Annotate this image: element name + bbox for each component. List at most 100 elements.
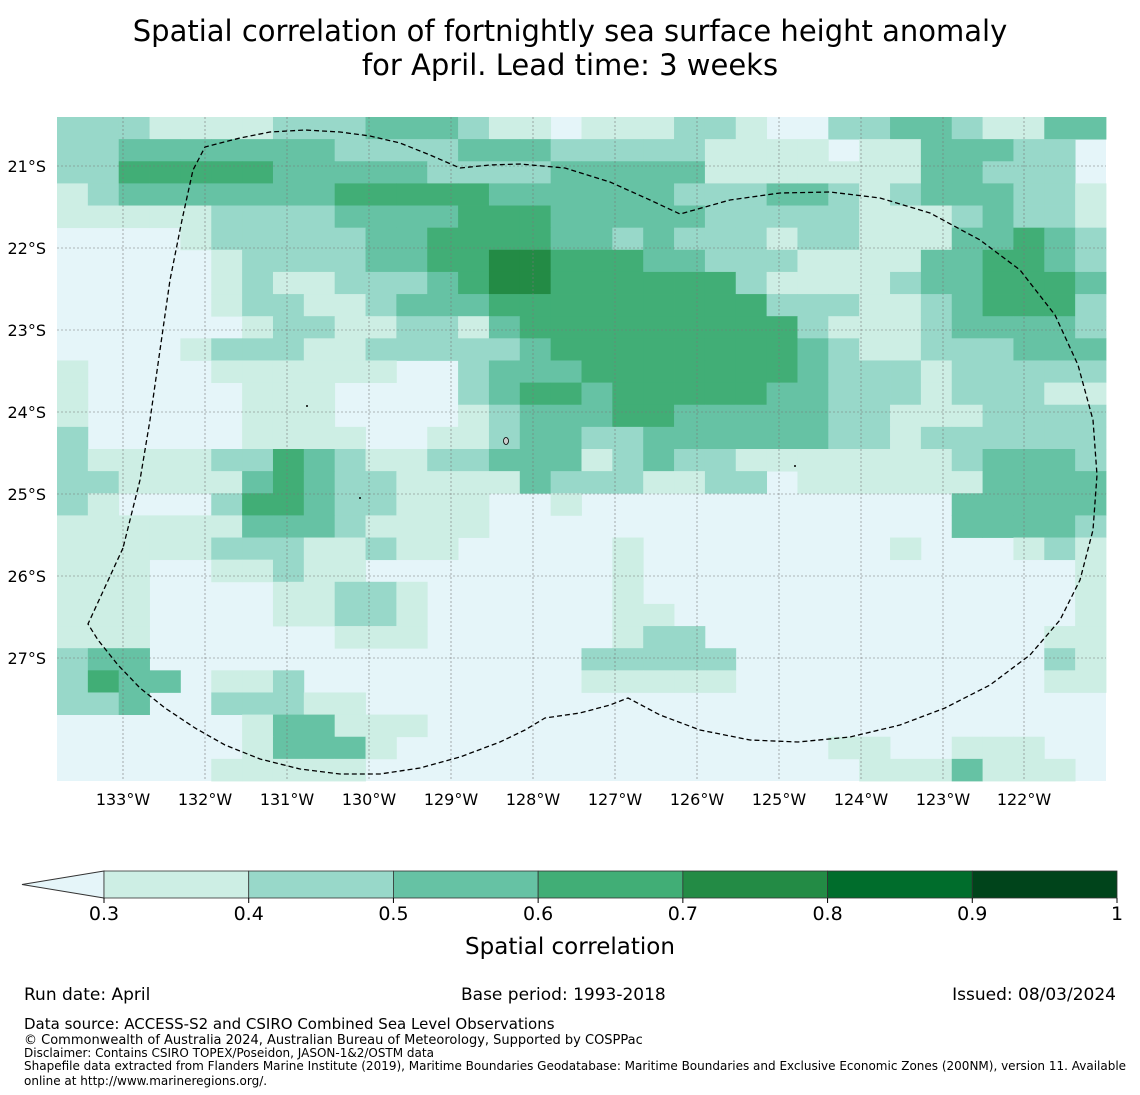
heatmap-cell [272, 537, 305, 561]
heatmap-cell [890, 294, 922, 317]
heatmap-cell [643, 271, 675, 295]
heatmap-cell [612, 648, 644, 671]
heatmap-cell [550, 271, 582, 295]
heatmap-cell [1013, 139, 1045, 162]
heatmap-cell [272, 161, 305, 184]
heatmap-cell [1013, 360, 1045, 383]
heatmap-cell [458, 515, 490, 538]
heatmap-cell [334, 515, 366, 538]
heatmap-cell [303, 426, 336, 450]
island-marker [794, 465, 796, 467]
heatmap-cell [303, 515, 336, 538]
heatmap-cell [550, 205, 582, 229]
heatmap-cell [87, 139, 120, 162]
heatmap-cell [57, 426, 89, 450]
heatmap-cell [57, 648, 89, 671]
heatmap-cell [118, 117, 150, 140]
colorbar-segment [971, 870, 1118, 899]
heatmap-cell [458, 382, 490, 406]
heatmap-cell [427, 271, 459, 295]
heatmap-cell [1013, 404, 1045, 428]
heatmap-cell [890, 161, 922, 184]
heatmap-cell [149, 471, 181, 494]
heatmap-cell [766, 294, 798, 317]
heatmap-cell [828, 736, 860, 760]
heatmap-cell [396, 493, 428, 516]
heatmap-cell [581, 227, 613, 251]
heatmap-cell [180, 205, 212, 229]
heatmap-cell [519, 338, 552, 361]
heatmap-cell [797, 382, 829, 406]
heatmap-cell [118, 537, 150, 561]
heatmap-cell [643, 316, 675, 339]
heatmap-cell [365, 714, 397, 738]
heatmap-cell [427, 515, 459, 538]
heatmap-cell [303, 537, 336, 561]
heatmap-cell [951, 382, 983, 406]
heatmap-cell [458, 360, 490, 383]
heatmap-cell [458, 404, 490, 428]
latitude-label: 22°S [7, 239, 46, 258]
island-marker [306, 405, 308, 407]
heatmap-cell [149, 117, 181, 140]
heatmap-cell [920, 117, 953, 140]
heatmap-cell [951, 426, 983, 450]
heatmap-cell [828, 161, 860, 184]
heatmap-cell [890, 426, 922, 450]
colorbar-tick-label: 0.3 [89, 903, 119, 925]
heatmap-cell [797, 294, 829, 317]
heatmap-cell [1075, 471, 1107, 494]
heatmap-cell [581, 338, 613, 361]
heatmap-cell [1013, 515, 1045, 538]
heatmap-cell [612, 670, 644, 693]
latitude-labels: 21°S 22°S 23°S 24°S 25°S 26°S 27°S [7, 157, 46, 668]
heatmap-cell [519, 426, 552, 450]
longitude-label: 122°W [997, 790, 1052, 809]
heatmap-cell [334, 471, 366, 494]
heatmap-cell [704, 426, 737, 450]
heatmap-cell [766, 404, 798, 428]
heatmap-cell [735, 183, 768, 206]
heatmap-cell [488, 139, 521, 162]
heatmap-cell [211, 559, 243, 583]
colorbar-tick-label: 0.7 [668, 903, 698, 925]
heatmap-cell [334, 449, 366, 472]
heatmap-cell [458, 161, 490, 184]
heatmap-cell [828, 449, 860, 472]
heatmap-cell [427, 338, 459, 361]
heatmap-cell [211, 338, 243, 361]
heatmap-cell [272, 249, 305, 273]
heatmap-cell [982, 404, 1014, 428]
heatmap-cell [951, 736, 983, 760]
heatmap-cell [674, 117, 706, 140]
heatmap-cell [1044, 294, 1076, 317]
heatmap-cell [57, 382, 89, 406]
heatmap-cell [365, 249, 397, 273]
heatmap-cell [797, 404, 829, 428]
heatmap-cell [735, 316, 768, 339]
heatmap-cell [180, 449, 212, 472]
heatmap-cell [427, 316, 459, 339]
heatmap-cell [612, 227, 644, 251]
heatmap-cell [87, 670, 120, 693]
heatmap-cell [427, 161, 459, 184]
heatmap-cell [303, 360, 336, 383]
heatmap-cell [982, 249, 1014, 273]
heatmap-cell [1075, 294, 1107, 317]
heatmap-cell [982, 493, 1014, 516]
heatmap-cell [87, 161, 120, 184]
heatmap-cell [951, 449, 983, 472]
heatmap-cell [118, 581, 150, 605]
heatmap-cell [427, 294, 459, 317]
heatmap-cell [797, 471, 829, 494]
heatmap-cell [797, 227, 829, 251]
heatmap-cell [1044, 449, 1076, 472]
heatmap-cell [365, 493, 397, 516]
heatmap-cell [766, 360, 798, 383]
heatmap-cell [890, 382, 922, 406]
heatmap-cell [674, 271, 706, 295]
copyright: © Commonwealth of Australia 2024, Austra… [24, 1033, 643, 1048]
heatmap-cell [859, 271, 891, 295]
issued-date: Issued: 08/03/2024 [952, 985, 1116, 1005]
heatmap-cell [643, 382, 675, 406]
